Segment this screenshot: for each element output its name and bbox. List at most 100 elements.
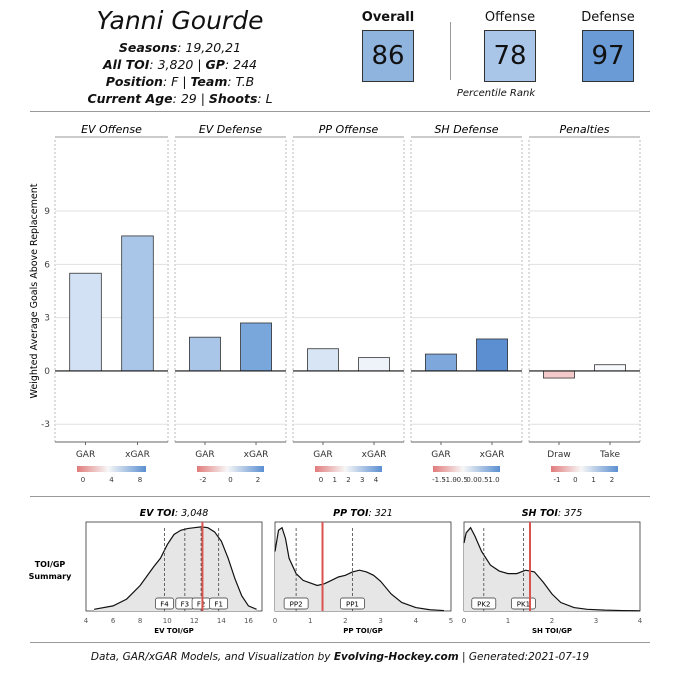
header-divider (30, 111, 650, 112)
position-team-line: Position: F | Team: T.B (105, 74, 255, 89)
line-marker-label: PP1 (346, 601, 359, 609)
legend-tick-label: -0.5 (454, 476, 468, 484)
toi-gp-line: All TOI: 3,820 | GP: 244 (102, 57, 257, 72)
percentile-rank-caption: Percentile Rank (456, 88, 536, 99)
x-tick-label: GAR (76, 450, 95, 460)
toi-x-axis-title: SH TOI/GP (532, 627, 572, 635)
y-tick-label: -3 (41, 420, 50, 430)
offense-label: Offense (484, 10, 536, 25)
toi-x-tick-label: 4 (638, 617, 643, 625)
density-area (275, 527, 444, 611)
density-curve (463, 526, 641, 612)
bar-xgar (476, 338, 508, 372)
overall-rating-box: 86 (362, 30, 414, 82)
line-marker-box (471, 597, 497, 610)
legend-tick-label: 0 (573, 476, 577, 484)
toi-x-tick-label: 1 (506, 617, 510, 625)
toi-x-tick-label: 8 (138, 617, 142, 625)
panel-title: PP Offense (319, 123, 379, 136)
player-name: Yanni Gourde (96, 6, 264, 35)
gar-bar-chart: Weighted Average Goals Above Replacement… (29, 123, 641, 484)
x-tick-label: GAR (195, 450, 214, 460)
toi-x-tick-label: 3 (378, 617, 382, 625)
y-tick-label: 9 (44, 207, 50, 217)
legend-tick-label: 0 (228, 476, 232, 484)
legend-tick-label: 2 (610, 476, 614, 484)
legend-tick-label: 2 (256, 476, 260, 484)
offense-rating-box: 78 (484, 30, 536, 82)
legend-color-bar (433, 466, 500, 472)
toi-summary-label: TOI/GP (35, 560, 66, 569)
bar-gar (425, 353, 457, 372)
toi-x-tick-label: 12 (190, 617, 199, 625)
legend-tick-label: 3 (360, 476, 364, 484)
toi-panel-title: SH TOI: 375 (522, 508, 583, 519)
legend-tick-label: -1.5 (432, 476, 446, 484)
bar-take (594, 364, 626, 372)
toi-x-tick-label: 3 (594, 617, 598, 625)
x-tick-label: GAR (313, 450, 332, 460)
y-tick-label: 0 (44, 367, 50, 377)
legend-tick-label: 4 (109, 476, 114, 484)
x-tick-label: xGAR (480, 450, 505, 460)
legend-tick-label: 0.0 (466, 476, 477, 484)
toi-summary-label: Summary (29, 572, 72, 581)
legend-tick-label: 1 (591, 476, 595, 484)
line-marker-label: F1 (214, 601, 222, 609)
bar-xgar (121, 235, 154, 372)
x-tick-label: xGAR (125, 450, 150, 460)
legend-tick-label: 8 (138, 476, 142, 484)
toi-x-tick-label: 1 (308, 617, 312, 625)
legend-tick-label: 1 (333, 476, 337, 484)
overall-label: Overall (361, 10, 415, 25)
line-marker-label: F2 (197, 601, 205, 609)
toi-x-tick-label: 0 (273, 617, 277, 625)
x-tick-label: Take (599, 450, 620, 460)
legend-tick-label: -1.0 (443, 476, 457, 484)
legend-tick-label: 0 (319, 476, 323, 484)
toi-x-tick-label: 4 (414, 617, 419, 625)
toi-x-axis-title: PP TOI/GP (343, 627, 382, 635)
middle-divider (30, 496, 650, 497)
density-area (464, 527, 640, 611)
legend-tick-label: 0 (81, 476, 85, 484)
line-marker-label: F4 (160, 601, 169, 609)
legend-tick-label: 2 (346, 476, 350, 484)
legend-tick-label: 0.5 (477, 476, 488, 484)
panel-title: EV Defense (199, 123, 263, 136)
x-tick-label: xGAR (244, 450, 269, 460)
footer-divider (30, 642, 650, 643)
toi-x-tick-label: 5 (449, 617, 453, 625)
y-axis-title: Weighted Average Goals Above Replacement (29, 183, 40, 398)
panel-title: SH Defense (434, 123, 498, 136)
bar-xgar (240, 322, 272, 372)
toi-x-tick-label: 10 (163, 617, 172, 625)
legend-color-bar (315, 466, 382, 472)
line-marker-label: F3 (181, 601, 189, 609)
age-shoots-line: Current Age: 29 | Shoots: L (87, 91, 273, 106)
toi-x-tick-label: 2 (343, 617, 347, 625)
footer-credit: Data, GAR/xGAR Models, and Visualization… (90, 651, 590, 663)
line-marker-box (155, 597, 174, 610)
legend-tick-label: 4 (374, 476, 379, 484)
legend-tick-label: -2 (200, 476, 207, 484)
legend-color-bar (197, 466, 264, 472)
toi-x-tick-label: 14 (217, 617, 226, 625)
toi-x-tick-label: 4 (84, 617, 89, 625)
legend-color-bar (551, 466, 618, 472)
legend-tick-label: -1 (554, 476, 561, 484)
seasons-line: Seasons: 19,20,21 (118, 40, 242, 55)
x-tick-label: xGAR (362, 450, 387, 460)
toi-x-axis-title: EV TOI/GP (154, 627, 193, 635)
x-tick-label: GAR (431, 450, 450, 460)
density-curve (274, 526, 444, 612)
panel-title: EV Offense (81, 123, 142, 136)
toi-x-tick-label: 6 (111, 617, 116, 625)
line-marker-label: PK2 (477, 601, 490, 609)
y-tick-label: 3 (44, 314, 50, 324)
toi-panel-title: EV TOI: 3,048 (140, 508, 209, 519)
y-tick-label: 6 (44, 260, 50, 270)
density-curve (94, 526, 257, 610)
toi-x-tick-label: 0 (462, 617, 466, 625)
